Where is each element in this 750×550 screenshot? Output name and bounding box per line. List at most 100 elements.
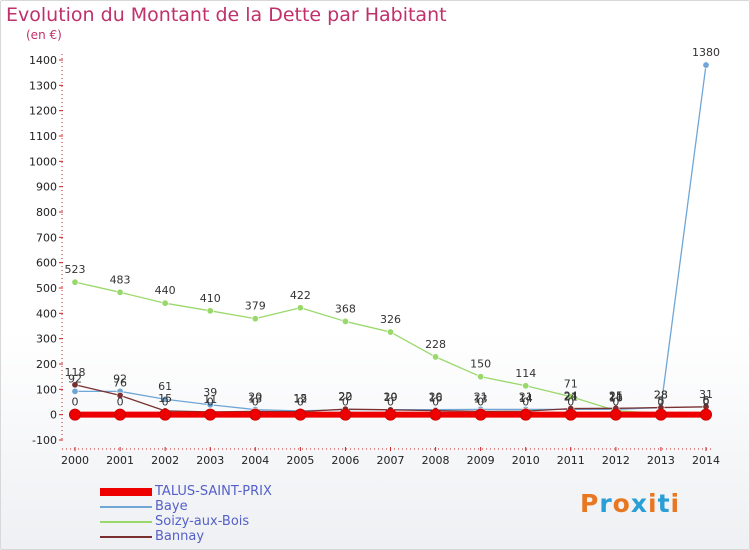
data-label-0: 0: [342, 396, 349, 409]
logo-letter: r: [599, 489, 613, 518]
series-point-0: [429, 408, 442, 421]
data-label-1: 20: [384, 391, 398, 404]
series-point-0: [294, 408, 307, 421]
data-label-1: 21: [609, 390, 623, 403]
x-tick-label: 2000: [61, 454, 89, 467]
x-tick-label: 2007: [377, 454, 405, 467]
x-tick-label: 2005: [286, 454, 314, 467]
y-tick-label: 1000: [29, 155, 57, 168]
data-label-1: 61: [158, 380, 172, 393]
data-label-0: 0: [657, 396, 664, 409]
data-label-0: 0: [567, 396, 574, 409]
y-tick-label: 1400: [29, 54, 57, 67]
data-label-3: 31: [699, 388, 713, 401]
series-point-2: [522, 382, 530, 390]
legend-label: Bannay: [155, 529, 205, 544]
y-tick-label: 1100: [29, 130, 57, 143]
series-point-1: [161, 395, 169, 403]
x-tick-label: 2004: [241, 454, 269, 467]
y-tick-label: 0: [50, 409, 57, 422]
data-label-2: 326: [380, 313, 401, 326]
series-point-1: [702, 61, 710, 69]
y-tick-label: 1300: [29, 79, 57, 92]
series-point-0: [609, 408, 622, 421]
x-tick-label: 2010: [512, 454, 540, 467]
data-label-3: 19: [384, 391, 398, 404]
data-label-0: 0: [703, 396, 710, 409]
data-label-2: 5: [657, 394, 664, 407]
data-label-0: 0: [297, 396, 304, 409]
series-point-2: [296, 304, 304, 312]
data-label-3: 22: [338, 390, 352, 403]
logo-letter: x: [630, 489, 648, 518]
logo-letter: o: [612, 489, 631, 518]
data-label-1: 92: [68, 372, 82, 385]
data-label-1: 1380: [692, 46, 720, 59]
data-label-1: 92: [113, 372, 127, 385]
series-point-2: [206, 307, 214, 315]
x-tick-label: 2008: [422, 454, 450, 467]
data-label-2: 228: [425, 338, 446, 351]
data-label-1: 28: [654, 389, 668, 402]
data-label-2: 16: [609, 392, 623, 405]
x-tick-label: 2012: [602, 454, 630, 467]
series-layer: [69, 61, 712, 421]
y-tick-label: 600: [36, 257, 57, 270]
x-tick-label: 2014: [692, 454, 720, 467]
series-point-0: [384, 408, 397, 421]
y-tick-label: 400: [36, 307, 57, 320]
legend-swatch: [100, 488, 152, 496]
series-point-1: [206, 401, 214, 409]
x-tick-label: 2011: [557, 454, 585, 467]
series-point-0: [519, 408, 532, 421]
chart-subtitle: (en €): [26, 28, 62, 42]
chart-title: Evolution du Montant de la Dette par Hab…: [6, 4, 447, 26]
x-tick-label: 2006: [331, 454, 359, 467]
data-label-1: 20: [338, 391, 352, 404]
series-point-0: [69, 408, 81, 421]
series-point-2: [567, 393, 575, 401]
data-label-3: 24: [564, 390, 578, 403]
series-point-2: [251, 315, 259, 323]
series-point-0: [339, 408, 352, 421]
legend-swatch: [100, 536, 152, 538]
x-tick-label: 2002: [151, 454, 179, 467]
data-label-2: 150: [470, 358, 491, 371]
y-tick-label: 800: [36, 206, 57, 219]
legend-swatch: [100, 506, 152, 508]
series-point-3: [116, 391, 124, 399]
data-label-2: 368: [335, 302, 356, 315]
series-point-0: [700, 408, 712, 421]
data-label-2: 6: [703, 394, 710, 407]
data-label-3: 13: [248, 392, 262, 405]
series-point-0: [654, 408, 667, 421]
series-point-3: [71, 381, 79, 389]
series-point-2: [477, 373, 485, 381]
x-tick-label: 2003: [196, 454, 224, 467]
series-point-0: [114, 408, 127, 421]
legend-label: Soizy-aux-Bois: [155, 514, 250, 529]
series-point-2: [161, 299, 169, 307]
x-tick-label: 2013: [647, 454, 675, 467]
series-point-2: [386, 328, 394, 336]
proxiti-logo: Proxiti: [580, 489, 680, 518]
x-tick-label: 2001: [106, 454, 134, 467]
data-label-1: 21: [519, 390, 533, 403]
series-point-0: [204, 408, 217, 421]
data-label-3: 28: [654, 389, 668, 402]
y-tick-label: 200: [36, 358, 57, 371]
logo-letter: t: [657, 489, 671, 518]
data-label-3: 76: [113, 376, 127, 389]
data-label-3: 15: [158, 392, 172, 405]
data-label-1: 15: [293, 392, 307, 405]
data-label-0: 0: [522, 396, 529, 409]
series-point-1: [71, 387, 79, 395]
data-label-2: 483: [110, 273, 131, 286]
y-tick-label: 900: [36, 181, 57, 194]
series-point-2: [116, 288, 124, 296]
series-point-0: [249, 408, 262, 421]
series-point-0: [564, 408, 577, 421]
